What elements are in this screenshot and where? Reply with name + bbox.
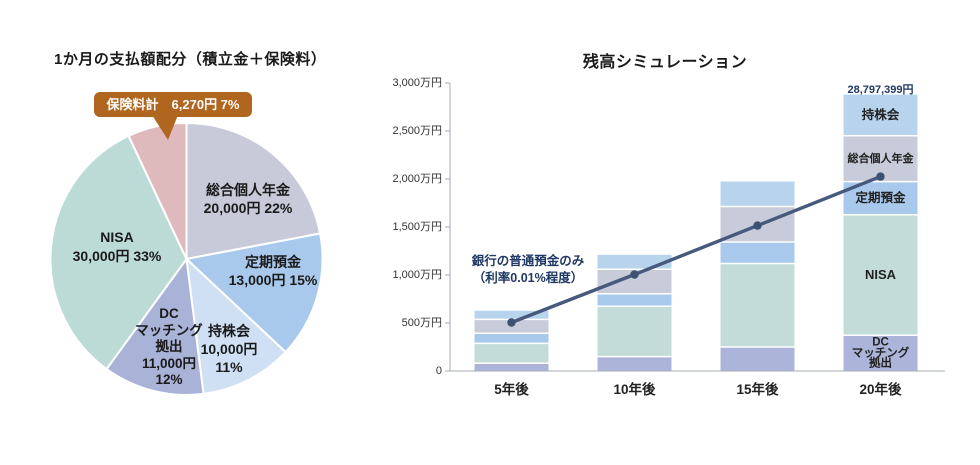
total-balance-label: 28,797,399円 — [847, 84, 914, 96]
bank-deposit-annotation: 銀行の普通預金のみ （利率0.01%程度） — [446, 253, 610, 287]
bank-deposit-point — [876, 172, 885, 181]
pie-slice-label-総合個人年金: 総合個人年金 20,000円 22% — [203, 182, 293, 216]
bar-segment-総合個人年金-15年後 — [720, 206, 795, 242]
y-axis-tick-label: 3,000万円 — [392, 77, 442, 89]
y-axis-tick-label: 2,500万円 — [392, 125, 442, 137]
bar-segment-NISA-10年後 — [597, 306, 672, 357]
bar-title: 残高シミュレーション — [582, 54, 748, 71]
bar-segment-定期預金-15年後 — [720, 242, 795, 264]
bar-segment-持株会-15年後 — [720, 181, 795, 207]
bar-segment-定期預金-5年後 — [474, 333, 549, 344]
bar-segment-label-総合個人年金: 総合個人年金 — [847, 152, 914, 165]
bar-segment-label-NISA: NISA — [864, 267, 897, 282]
x-axis-category-label: 15年後 — [736, 382, 779, 397]
annotation-line-2: （利率0.01%程度） — [472, 271, 584, 285]
bank-deposit-point — [753, 221, 762, 230]
pie-slice-label-DCマッチング拠出: DC マッチング 拠出 11,000円 12% — [135, 305, 203, 387]
y-axis-tick-label: 1,500万円 — [392, 221, 442, 233]
bar-segment-DCマッチング拠出-10年後 — [597, 356, 672, 371]
bar-segment-NISA-15年後 — [720, 263, 795, 347]
x-axis-category-label: 20年後 — [859, 382, 902, 397]
bar-segment-定期預金-10年後 — [597, 293, 672, 307]
bar-segment-総合個人年金-5年後 — [474, 319, 549, 334]
y-axis-tick-label: 2,000万円 — [392, 173, 442, 185]
bar-segment-label-定期預金: 定期預金 — [855, 191, 906, 206]
bar-segment-label-持株会: 持株会 — [861, 108, 900, 123]
bar-segment-NISA-5年後 — [474, 343, 549, 364]
y-axis-tick-label: 0 — [435, 365, 442, 377]
pie-slice-label-定期預金: 定期預金 13,000円 15% — [228, 254, 318, 288]
pie-slice-label-持株会: 持株会 10,000円 11% — [200, 323, 258, 375]
bank-deposit-point — [507, 318, 516, 327]
x-axis-category-label: 10年後 — [613, 382, 656, 397]
pie-slice-label-NISA: NISA 30,000円 33% — [72, 229, 162, 264]
annotation-line-1: 銀行の普通預金のみ — [471, 254, 585, 268]
chart-axes — [449, 83, 945, 372]
bank-deposit-point — [630, 270, 639, 279]
pie-title: 1か月の支払額配分（積立金＋保険料） — [54, 51, 327, 68]
bar-segment-label-DCマッチング拠出: DC マッチング 拠出 — [851, 336, 910, 370]
bar-segment-DCマッチング拠出-15年後 — [720, 347, 795, 371]
bank-deposit-line — [509, 174, 883, 325]
insurance-callout-text: 保険料計 6,270円 7% — [106, 97, 240, 112]
bar-segment-DCマッチング拠出-5年後 — [474, 363, 549, 371]
y-axis-tick-label: 1,000万円 — [392, 269, 442, 281]
insurance-callout: 保険料計 6,270円 7% — [94, 92, 252, 117]
x-axis-category-label: 5年後 — [494, 382, 529, 397]
y-axis-tick-label: 500万円 — [401, 317, 442, 329]
bar-segment-持株会-5年後 — [474, 310, 549, 320]
